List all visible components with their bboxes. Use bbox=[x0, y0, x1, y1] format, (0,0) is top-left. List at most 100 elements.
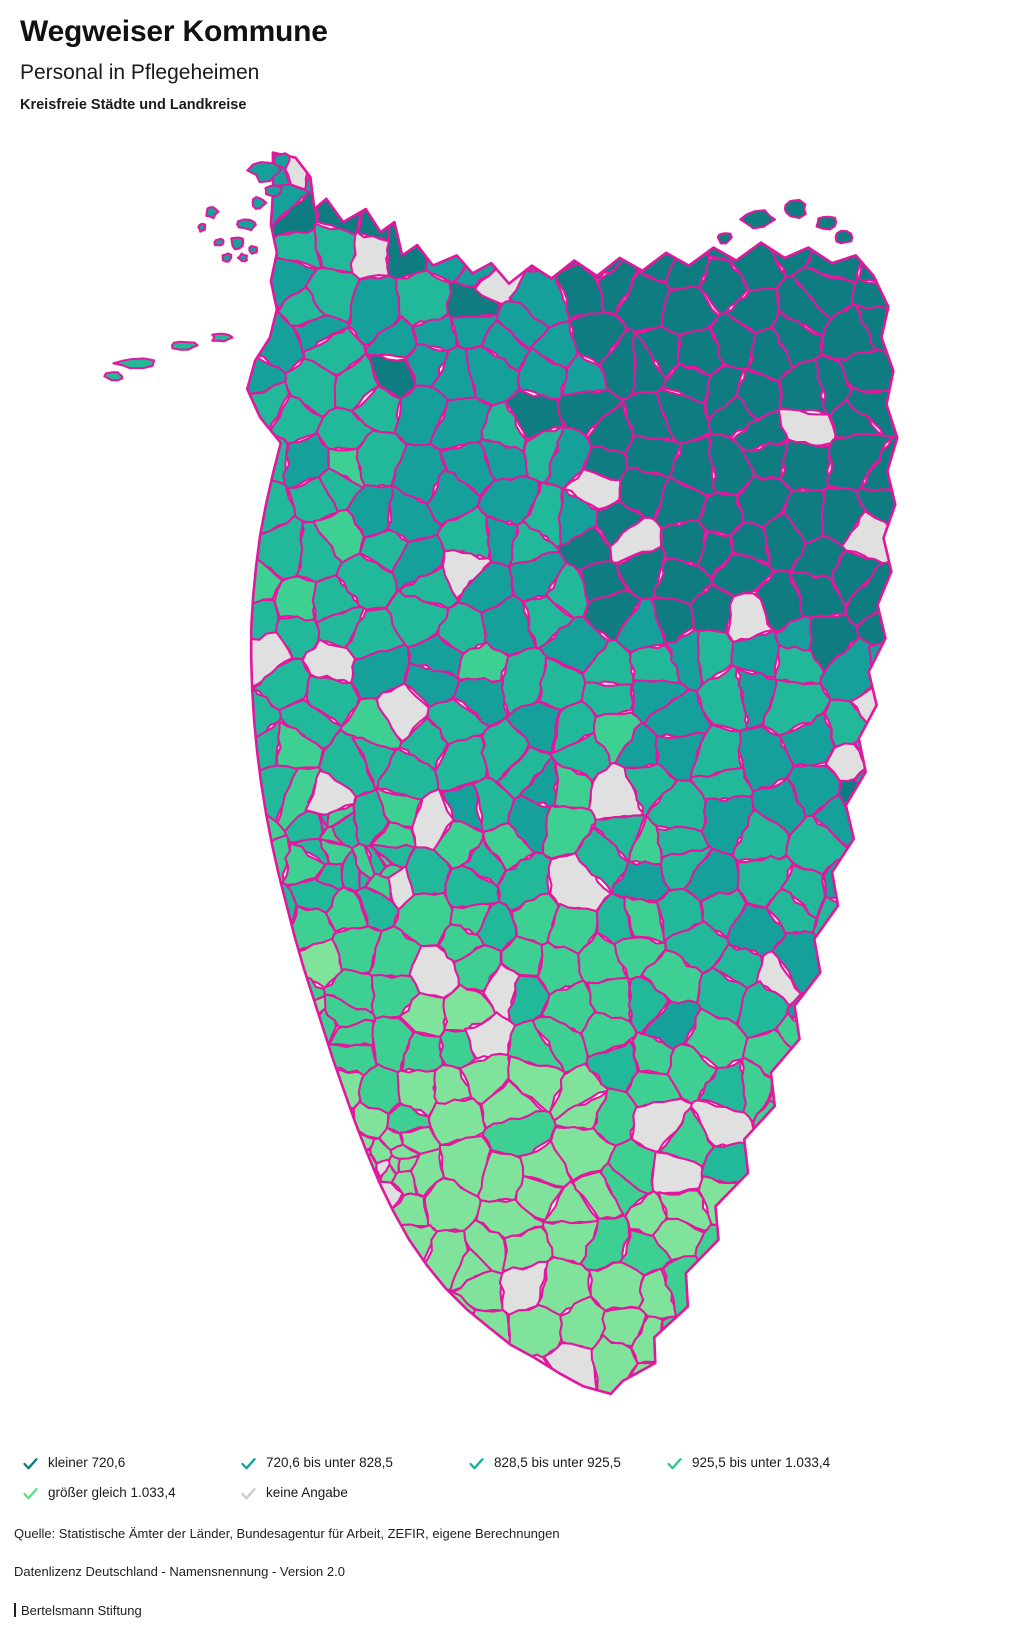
source-line: Quelle: Statistische Ämter der Länder, B… bbox=[14, 1526, 560, 1541]
district-area[interactable] bbox=[442, 983, 498, 1032]
island-area[interactable] bbox=[112, 357, 156, 370]
district-area[interactable] bbox=[374, 851, 393, 868]
district-area[interactable] bbox=[398, 991, 448, 1039]
island-area[interactable] bbox=[783, 198, 807, 219]
district-area[interactable] bbox=[740, 1056, 775, 1123]
country-outline bbox=[245, 151, 899, 1396]
district-area[interactable] bbox=[651, 1150, 705, 1195]
district-area[interactable] bbox=[349, 230, 392, 281]
choropleth-map[interactable] bbox=[0, 132, 1024, 1417]
island-area[interactable] bbox=[221, 252, 233, 263]
legend-item-4[interactable]: größer gleich 1.033,4 bbox=[22, 1478, 176, 1508]
district-area[interactable] bbox=[650, 596, 695, 646]
page-title: Wegweiser Kommune bbox=[20, 15, 328, 48]
island-area[interactable] bbox=[264, 184, 283, 198]
island-area[interactable] bbox=[251, 196, 268, 210]
district-area[interactable] bbox=[304, 769, 357, 816]
district-area[interactable] bbox=[206, 779, 287, 872]
district-area[interactable] bbox=[762, 678, 832, 738]
legend-item-3[interactable]: 925,5 bis unter 1.033,4 bbox=[666, 1448, 830, 1478]
legend-item-2[interactable]: 828,5 bis unter 925,5 bbox=[468, 1448, 621, 1478]
district-area[interactable] bbox=[835, 348, 938, 400]
island-area[interactable] bbox=[716, 232, 733, 245]
legend-item-0[interactable]: kleiner 720,6 bbox=[22, 1448, 125, 1478]
district-area[interactable] bbox=[857, 418, 939, 495]
island-area[interactable] bbox=[230, 236, 245, 251]
district-area[interactable] bbox=[707, 394, 759, 439]
district-area[interactable] bbox=[585, 1039, 639, 1094]
district-area[interactable] bbox=[498, 1260, 551, 1316]
district-area[interactable] bbox=[541, 804, 597, 860]
island-area[interactable] bbox=[815, 215, 838, 231]
legend-item-1[interactable]: 720,6 bis unter 828,5 bbox=[240, 1448, 393, 1478]
geography-scope: Kreisfreie Städte und Landkreise bbox=[20, 97, 247, 114]
check-icon bbox=[241, 1487, 256, 1499]
island-area[interactable] bbox=[248, 244, 258, 255]
district-area[interactable] bbox=[700, 794, 755, 856]
district-area[interactable] bbox=[590, 1087, 640, 1149]
district-area[interactable] bbox=[441, 548, 493, 600]
district-area[interactable] bbox=[831, 549, 884, 607]
island-area[interactable] bbox=[103, 371, 124, 382]
district-area[interactable] bbox=[206, 335, 288, 415]
district-area[interactable] bbox=[375, 748, 440, 801]
district-area[interactable] bbox=[324, 886, 370, 933]
district-area[interactable] bbox=[630, 330, 668, 396]
district-area[interactable] bbox=[480, 400, 527, 453]
district-area[interactable] bbox=[779, 438, 832, 494]
district-area[interactable] bbox=[732, 808, 790, 863]
germany-district-map[interactable] bbox=[0, 132, 1024, 1417]
indicator-title: Personal in Pflegeheimen bbox=[20, 61, 260, 84]
district-area[interactable] bbox=[275, 720, 324, 770]
island-area[interactable] bbox=[211, 332, 234, 343]
legend-label-0: kleiner 720,6 bbox=[48, 1455, 126, 1471]
district-area[interactable] bbox=[331, 925, 384, 975]
district-area[interactable] bbox=[655, 388, 712, 446]
district-area[interactable] bbox=[459, 836, 507, 888]
island-area[interactable] bbox=[205, 206, 220, 220]
island-area[interactable] bbox=[236, 252, 248, 263]
district-area[interactable] bbox=[281, 841, 327, 887]
legend-item-5[interactable]: keine Angabe bbox=[240, 1478, 348, 1508]
district-area[interactable] bbox=[444, 864, 501, 910]
district-area[interactable] bbox=[726, 592, 774, 644]
island-area[interactable] bbox=[213, 237, 225, 247]
district-area[interactable] bbox=[335, 552, 398, 611]
island-area[interactable] bbox=[171, 340, 199, 351]
district-area[interactable] bbox=[543, 424, 593, 491]
district-area[interactable] bbox=[696, 629, 736, 688]
island-area[interactable] bbox=[272, 152, 291, 170]
district-area[interactable] bbox=[562, 468, 622, 511]
district-area[interactable] bbox=[696, 530, 734, 580]
island-area[interactable] bbox=[739, 209, 776, 230]
district-area[interactable] bbox=[778, 712, 836, 769]
district-area[interactable] bbox=[331, 810, 361, 851]
legend-row-2: größer gleich 1.033,4 keine Angabe bbox=[0, 1478, 1024, 1508]
district-area[interactable] bbox=[273, 575, 318, 623]
island-area[interactable] bbox=[834, 229, 854, 245]
district-area[interactable] bbox=[428, 1097, 487, 1147]
district-area[interactable] bbox=[207, 598, 280, 650]
district-area[interactable] bbox=[388, 1154, 401, 1175]
legend-row-1: kleiner 720,6 720,6 bis unter 828,5 828,… bbox=[0, 1448, 1024, 1478]
district-area[interactable] bbox=[206, 539, 284, 612]
brand-line: Bertelsmann Stiftung bbox=[14, 1603, 1014, 1617]
district-area[interactable] bbox=[549, 1125, 618, 1182]
island-area[interactable] bbox=[236, 218, 257, 232]
page-header: Wegweiser Kommune Personal in Pflegeheim… bbox=[20, 14, 1000, 116]
district-area[interactable] bbox=[623, 762, 678, 818]
legend-label-4: größer gleich 1.033,4 bbox=[48, 1485, 176, 1501]
district-area[interactable] bbox=[826, 432, 895, 494]
island-area[interactable] bbox=[246, 161, 282, 184]
district-area[interactable] bbox=[358, 869, 372, 891]
district-area[interactable] bbox=[630, 1097, 693, 1153]
district-area[interactable] bbox=[514, 1174, 565, 1222]
district-area[interactable] bbox=[580, 681, 635, 718]
map-legend[interactable]: kleiner 720,6 720,6 bis unter 828,5 828,… bbox=[0, 1448, 1024, 1508]
district-area[interactable] bbox=[503, 700, 562, 755]
district-area[interactable] bbox=[642, 999, 701, 1051]
island-area[interactable] bbox=[197, 222, 207, 233]
district-area[interactable] bbox=[319, 814, 329, 834]
check-icon bbox=[23, 1457, 38, 1469]
district-area[interactable] bbox=[548, 1062, 610, 1121]
